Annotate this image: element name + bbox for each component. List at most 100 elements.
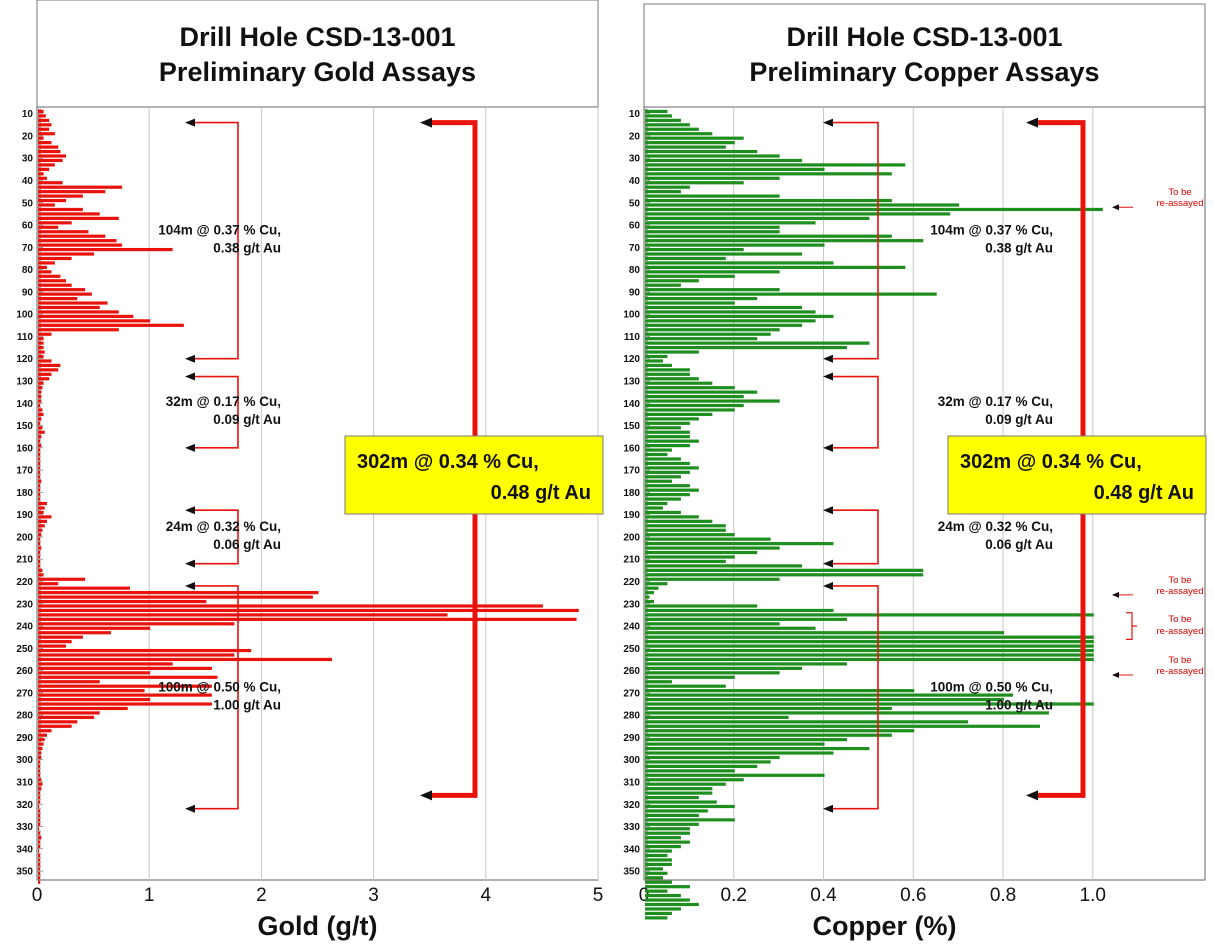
assay-bar xyxy=(38,479,42,483)
assay-bar xyxy=(645,265,906,269)
assay-bar xyxy=(38,444,42,448)
y-tick-label: 310 xyxy=(16,777,33,788)
assay-bar xyxy=(645,885,690,889)
assay-bar xyxy=(38,332,52,336)
assay-bar xyxy=(645,867,663,871)
assay-bar xyxy=(645,911,672,916)
assay-bar xyxy=(38,207,83,212)
assay-bar xyxy=(645,542,834,546)
assay-bar xyxy=(38,265,47,269)
assay-bar xyxy=(38,715,95,719)
assay-bar xyxy=(645,751,834,755)
arrow-head xyxy=(185,354,195,363)
assay-bar xyxy=(645,301,735,305)
interval-label-line-1: 104m @ 0.37 % Cu, xyxy=(158,223,281,238)
arrow-head xyxy=(823,559,833,568)
assay-bar xyxy=(645,403,744,408)
y-tick-label: 230 xyxy=(16,599,33,610)
y-tick-label: 330 xyxy=(16,822,33,833)
assay-bar xyxy=(645,493,690,497)
assay-bar xyxy=(645,675,735,679)
assay-bar xyxy=(645,136,744,140)
assay-bar xyxy=(645,444,690,448)
x-tick-label: 0 xyxy=(32,885,43,906)
assay-bar xyxy=(38,742,44,746)
assay-bar xyxy=(645,203,960,207)
assay-bar xyxy=(645,132,713,136)
assay-bar xyxy=(38,689,145,693)
assay-bar xyxy=(645,916,668,920)
x-tick-label: 0.4 xyxy=(810,885,837,906)
interval-label-line-2: 0.06 g/t Au xyxy=(213,537,281,552)
assay-bar xyxy=(645,546,780,550)
assay-bar xyxy=(38,270,52,274)
assay-bar xyxy=(38,729,52,733)
y-tick-label: 20 xyxy=(629,131,641,142)
assay-bar xyxy=(38,778,42,782)
arrow-head xyxy=(1026,790,1038,801)
assay-bar xyxy=(645,599,654,604)
assay-bar xyxy=(645,724,1040,728)
assay-bar xyxy=(645,760,771,764)
y-tick-label: 120 xyxy=(623,354,640,365)
assay-bar xyxy=(38,720,78,724)
assay-bar xyxy=(645,849,672,853)
assay-bar xyxy=(38,198,67,203)
arrow-head xyxy=(1112,204,1119,211)
assay-bar xyxy=(645,288,780,292)
assay-bar xyxy=(38,813,41,818)
assay-bar xyxy=(645,319,816,323)
assay-bar xyxy=(38,310,119,314)
summary-box xyxy=(344,435,604,515)
x-tick-label: 3 xyxy=(368,885,379,906)
reassay-note-line-2: re-assayed xyxy=(1157,198,1204,209)
arrow-head xyxy=(1026,117,1038,128)
assay-bar xyxy=(38,510,44,515)
arrow-head xyxy=(185,372,195,381)
assay-bar xyxy=(38,341,44,345)
assay-bar xyxy=(645,141,735,145)
assay-bar xyxy=(38,163,55,167)
assay-bar xyxy=(38,582,59,586)
y-tick-label: 290 xyxy=(623,733,640,744)
interval-bracket xyxy=(829,509,879,565)
assay-bar xyxy=(645,118,681,122)
assay-bar xyxy=(38,662,173,666)
assay-bar xyxy=(38,836,42,840)
assay-bar xyxy=(38,746,43,751)
assay-bar xyxy=(645,613,1094,617)
chart-title-line-2: Preliminary Gold Assays xyxy=(159,57,476,87)
interval-label-line-2: 0.09 g/t Au xyxy=(213,412,281,427)
assay-bar xyxy=(38,488,41,492)
assay-bar xyxy=(38,666,212,670)
assay-bar xyxy=(38,466,41,470)
assay-bar xyxy=(645,742,825,746)
interval-label-line-2: 1.00 g/t Au xyxy=(985,697,1053,712)
y-tick-label: 50 xyxy=(629,198,641,209)
y-tick-label: 220 xyxy=(623,577,640,588)
assay-bar xyxy=(38,501,47,506)
assay-bar xyxy=(38,680,100,684)
interval-bracket xyxy=(191,121,239,360)
x-tick-label: 0.8 xyxy=(990,885,1016,906)
assay-bar xyxy=(645,537,771,541)
assay-bar xyxy=(38,559,41,564)
y-tick-label: 290 xyxy=(16,733,33,744)
x-axis-label: Copper (%) xyxy=(813,911,957,941)
reassay-note-line-2: re-assayed xyxy=(1157,626,1204,637)
assay-bar xyxy=(38,822,41,826)
assay-bar xyxy=(645,778,744,782)
assay-bar xyxy=(645,363,672,368)
assay-bar xyxy=(38,185,123,189)
assay-bar xyxy=(38,372,52,376)
y-tick-label: 80 xyxy=(22,265,34,276)
summary-label-line-2: 0.48 g/t Au xyxy=(1094,482,1194,504)
assay-bar xyxy=(38,457,41,461)
y-tick-label: 50 xyxy=(22,198,34,209)
interval-label-line-1: 24m @ 0.32 % Cu, xyxy=(166,519,281,534)
assay-bar xyxy=(645,858,672,862)
assay-bar xyxy=(645,501,668,506)
assay-bar xyxy=(38,591,319,595)
assay-bar xyxy=(38,542,41,546)
y-tick-label: 130 xyxy=(16,377,33,388)
